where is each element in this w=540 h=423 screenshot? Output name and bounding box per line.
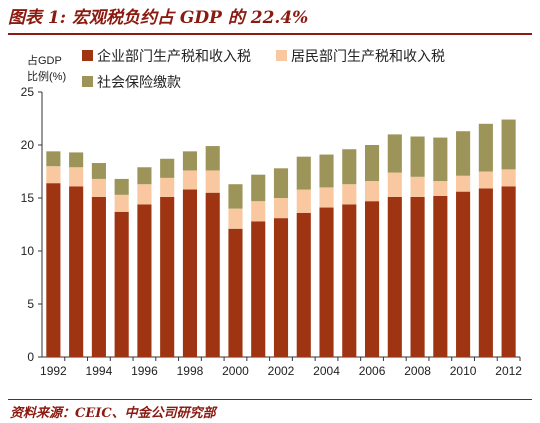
bar-segment-2-1996 <box>137 184 152 205</box>
x-tick-label: 2000 <box>222 364 249 378</box>
x-tick-label: 1992 <box>40 364 67 378</box>
bar-segment-2-2009 <box>433 181 448 196</box>
figure-title: 图表 1: 宏观税负约占 GDP 的 22.4% <box>8 8 309 28</box>
legend-label: 企业部门生产税和收入税 <box>97 48 251 65</box>
stacked-bar-chart: 占GDP 比例(%) 企业部门生产税和收入税 居民部门生产税和收入税社会保险缴款 … <box>21 48 523 378</box>
bar-segment-1-2010 <box>456 191 471 357</box>
y-tick-label: 0 <box>27 350 34 364</box>
y-tick-label: 20 <box>21 138 35 152</box>
x-tick-label: 2006 <box>359 364 386 378</box>
bar-segment-3-2008 <box>410 136 425 177</box>
bar-segment-2-2007 <box>387 172 402 197</box>
bar-segment-2-2004 <box>319 187 334 208</box>
bar-segment-3-2003 <box>296 156 311 190</box>
bar-segment-1-1998 <box>182 189 198 357</box>
axes: 0 5 10 15 20 25 1992 1994 1996 1998 2000 2002 2004 20… <box>21 85 523 378</box>
source-note: 资料来源：CEIC、中金公司研究部 <box>10 406 216 421</box>
bar-segment-1-1997 <box>160 196 175 357</box>
bar-segment-2-2011 <box>478 171 493 189</box>
bar-segment-2-2012 <box>501 169 516 187</box>
legend-swatch <box>82 76 93 87</box>
y-axis-label-line2: 比例(%) <box>27 69 66 83</box>
x-tick-label: 1994 <box>86 364 113 378</box>
bar-segment-2-2002 <box>273 198 289 219</box>
bar-segment-1-2004 <box>319 207 334 357</box>
bar-segment-1-1994 <box>91 196 106 357</box>
bar-segment-3-2005 <box>342 149 357 185</box>
bar-segment-3-1998 <box>182 151 198 171</box>
y-tick-label: 15 <box>21 191 35 205</box>
source-divider <box>8 399 532 400</box>
bar-segment-3-1994 <box>91 163 106 179</box>
bar-segment-3-1996 <box>137 167 152 185</box>
bar-segment-3-2010 <box>456 131 471 176</box>
bar-segment-2-2008 <box>410 176 425 197</box>
bar-segment-3-2004 <box>319 154 334 188</box>
bar-segment-3-1993 <box>69 152 84 168</box>
y-axis-label-line1: 占GDP <box>27 53 62 67</box>
bar-segment-1-2006 <box>364 201 380 357</box>
bar-segment-2-1998 <box>182 170 198 190</box>
bar-segment-2-1995 <box>114 194 129 212</box>
bar-segment-2-2006 <box>364 181 380 202</box>
bar-segment-2-1997 <box>160 177 175 197</box>
x-tick-label: 2002 <box>268 364 295 378</box>
bar-segment-2-1994 <box>91 178 106 197</box>
bar-segment-3-2012 <box>501 119 516 170</box>
y-tick-label: 25 <box>21 85 35 99</box>
bar-segment-2-2005 <box>342 184 357 205</box>
bar-segment-2-2000 <box>228 208 243 229</box>
x-tick-label: 2010 <box>450 364 477 378</box>
bar-segment-1-2002 <box>273 218 289 357</box>
bar-segment-1-2000 <box>228 228 243 357</box>
bar-segment-2-1993 <box>69 167 84 187</box>
legend-swatch <box>82 50 93 61</box>
bar-segment-2-2003 <box>296 189 311 213</box>
x-tick-label: 2008 <box>404 364 431 378</box>
bar-segment-1-2005 <box>342 204 357 357</box>
y-tick-label: 10 <box>21 244 35 258</box>
bar-segment-2-2001 <box>251 201 266 222</box>
bar-segment-1-2012 <box>501 186 516 357</box>
bar-segment-3-2006 <box>364 145 380 182</box>
bar-segment-1-1993 <box>69 186 84 357</box>
bar-segment-3-1999 <box>205 146 220 171</box>
x-tick-label: 1998 <box>177 364 204 378</box>
bar-segment-3-1992 <box>46 151 61 167</box>
bar-segment-1-2003 <box>296 212 311 357</box>
bar-segment-1-2008 <box>410 196 425 357</box>
bar-segment-3-2000 <box>228 184 243 209</box>
bar-segment-2-1992 <box>46 166 61 184</box>
bar-segment-1-1999 <box>205 192 220 357</box>
bar-segment-1-2011 <box>478 188 493 357</box>
bar-segment-3-2001 <box>251 174 266 202</box>
bar-segment-1-1996 <box>137 204 152 357</box>
y-tick-label: 5 <box>27 297 34 311</box>
legend-swatch <box>276 50 287 61</box>
title-divider <box>8 33 532 35</box>
bar-segment-1-2007 <box>387 196 402 357</box>
bar-segment-3-2009 <box>433 137 448 182</box>
bar-segment-1-2001 <box>251 221 266 357</box>
x-tick-label: 2012 <box>495 364 522 378</box>
bar-segment-1-1992 <box>46 183 61 357</box>
bar-segment-3-1995 <box>114 178 129 195</box>
x-tick-label: 2004 <box>313 364 340 378</box>
bar-segment-2-1999 <box>205 170 220 193</box>
bar-segment-3-1997 <box>160 158 175 178</box>
bar-segment-2-2010 <box>456 175 471 192</box>
legend-label: 居民部门生产税和收入税 <box>291 49 445 65</box>
bar-segment-3-2007 <box>387 134 402 173</box>
bar-segment-1-2009 <box>433 195 448 357</box>
bar-segment-1-1995 <box>114 211 129 357</box>
bars <box>46 119 516 357</box>
bar-segment-3-2011 <box>478 123 493 172</box>
bar-segment-3-2002 <box>273 168 289 198</box>
legend-label: 社会保险缴款 <box>97 75 181 91</box>
x-tick-label: 1996 <box>131 364 158 378</box>
